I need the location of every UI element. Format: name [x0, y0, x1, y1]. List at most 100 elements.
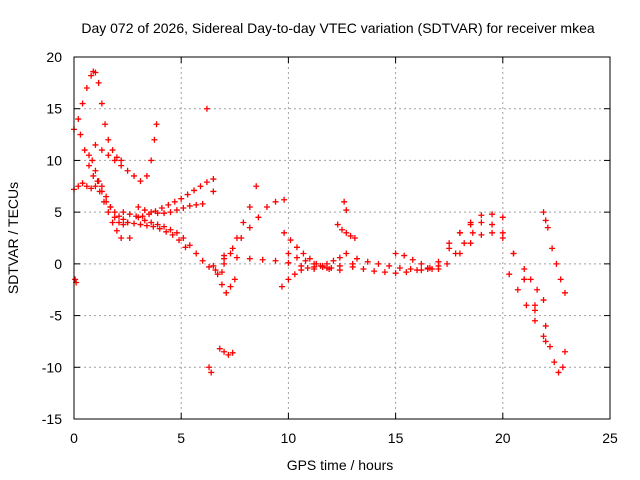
data-point — [540, 209, 547, 216]
data-point — [467, 221, 474, 228]
data-point — [469, 229, 476, 236]
data-point — [255, 214, 262, 221]
data-point — [92, 183, 99, 190]
data-point — [527, 276, 534, 283]
data-point — [259, 256, 266, 263]
y-tick-label: 10 — [46, 152, 62, 168]
data-point — [375, 260, 382, 267]
data-point — [263, 203, 270, 210]
data-point — [182, 244, 189, 251]
data-point — [203, 179, 210, 186]
data-point — [435, 258, 442, 265]
data-point — [557, 276, 564, 283]
data-point — [386, 262, 393, 269]
y-tick-label: 15 — [46, 101, 62, 117]
data-point — [124, 167, 131, 174]
data-point — [306, 255, 313, 262]
data-point — [186, 242, 193, 249]
data-point — [218, 281, 225, 288]
data-point — [154, 210, 161, 217]
data-point — [381, 269, 388, 276]
data-point — [323, 260, 330, 267]
data-point — [203, 105, 210, 112]
data-point — [506, 271, 513, 278]
series-track-f — [120, 176, 217, 220]
data-point — [499, 235, 506, 241]
data-point — [343, 207, 350, 214]
data-point — [98, 147, 105, 154]
data-point — [165, 201, 172, 208]
data-point — [521, 266, 528, 273]
y-axis-label: SDTVAR / TECUs — [5, 182, 21, 294]
data-point — [542, 322, 549, 329]
data-point — [401, 252, 408, 259]
data-point — [103, 198, 110, 205]
data-point — [285, 259, 292, 266]
data-point — [435, 266, 442, 273]
data-point — [339, 226, 345, 233]
data-point — [137, 178, 144, 185]
data-point — [135, 203, 142, 210]
data-point — [180, 235, 187, 241]
data-point — [83, 183, 90, 190]
data-point — [154, 221, 161, 228]
data-point — [103, 193, 110, 200]
data-point — [240, 219, 247, 226]
data-point — [86, 152, 93, 159]
data-point — [83, 85, 90, 92]
data-point — [184, 191, 191, 198]
data-point — [343, 250, 350, 257]
data-point — [403, 269, 410, 276]
data-point — [281, 229, 288, 236]
data-point — [191, 187, 198, 194]
data-point — [546, 343, 553, 350]
data-point — [531, 317, 538, 324]
data-point — [225, 351, 232, 358]
data-point — [246, 224, 253, 231]
series-track-p — [285, 250, 343, 274]
data-point — [542, 338, 549, 345]
data-point — [148, 219, 155, 226]
data-point — [418, 267, 425, 274]
data-point — [285, 250, 292, 257]
data-point — [88, 185, 95, 192]
data-point — [534, 286, 541, 293]
data-point — [79, 100, 86, 107]
series-track-s — [354, 255, 436, 274]
y-tick-label: -15 — [42, 411, 62, 427]
data-point — [553, 260, 560, 267]
data-point — [407, 266, 414, 273]
data-point — [116, 213, 123, 220]
data-point — [328, 264, 335, 271]
data-point — [281, 196, 288, 203]
data-point — [161, 210, 168, 217]
data-point — [171, 198, 178, 205]
data-point — [150, 223, 157, 230]
data-point — [302, 257, 309, 264]
data-point — [347, 232, 354, 239]
data-point — [141, 217, 148, 224]
data-point — [231, 276, 238, 283]
data-point — [272, 198, 279, 205]
data-point — [293, 254, 300, 261]
data-point — [75, 183, 82, 190]
data-point — [92, 69, 99, 76]
data-point — [461, 240, 468, 247]
data-point — [135, 214, 142, 221]
data-point — [206, 364, 213, 371]
data-point — [118, 157, 125, 164]
data-point — [193, 250, 200, 257]
data-point — [467, 240, 474, 247]
data-point — [109, 219, 116, 226]
data-point — [540, 297, 547, 304]
data-point — [148, 209, 155, 216]
data-point — [293, 244, 300, 251]
series-track-t — [392, 229, 476, 273]
data-point — [107, 203, 114, 210]
data-point — [561, 348, 568, 355]
data-point — [137, 221, 144, 228]
data-point — [559, 364, 566, 371]
data-point — [478, 231, 485, 238]
y-tick-label: 5 — [54, 204, 62, 220]
data-point — [246, 203, 253, 210]
